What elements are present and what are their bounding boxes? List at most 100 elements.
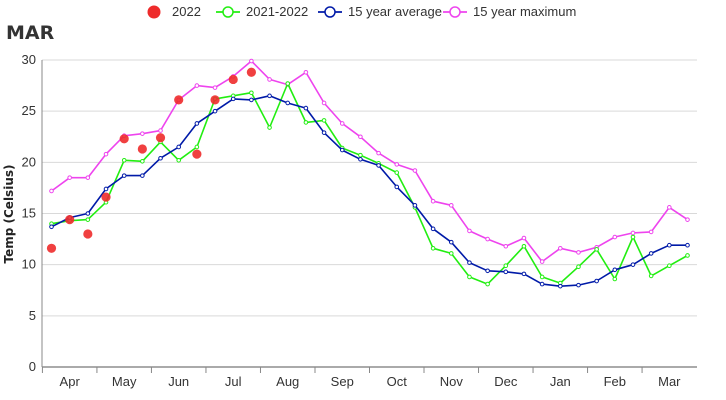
data-point — [194, 83, 200, 88]
data-point — [249, 97, 254, 103]
data-point — [394, 184, 400, 190]
data-point — [230, 96, 236, 102]
y-tick-label: 25 — [22, 103, 36, 118]
data-point — [521, 235, 527, 241]
x-tick-label: Jul — [225, 374, 242, 389]
data-point — [685, 242, 690, 248]
data-point — [83, 229, 93, 239]
y-tick-label: 30 — [22, 52, 36, 67]
x-tick-label: Mar — [658, 374, 681, 389]
legend-label: 2021-2022 — [246, 4, 308, 19]
data-point — [521, 243, 527, 249]
data-point — [85, 175, 91, 180]
data-point — [648, 229, 654, 235]
data-point — [321, 130, 327, 135]
data-point — [174, 95, 184, 105]
y-tick-label: 5 — [29, 308, 36, 323]
data-point — [285, 81, 291, 86]
series-line — [51, 60, 688, 263]
data-point — [321, 118, 327, 123]
x-tick-label: Aug — [276, 374, 299, 389]
data-point — [103, 186, 109, 192]
data-point — [339, 147, 345, 153]
gridlines — [42, 59, 697, 368]
data-point — [103, 151, 109, 157]
data-point — [667, 242, 672, 248]
data-point — [430, 226, 436, 232]
data-point — [485, 236, 490, 242]
data-point — [467, 260, 472, 265]
data-point — [321, 100, 327, 106]
data-point — [503, 269, 509, 275]
data-point — [539, 274, 545, 280]
legend-label: 2022 — [172, 4, 201, 19]
data-point — [667, 205, 672, 210]
data-point — [121, 173, 127, 178]
data-point — [630, 230, 636, 236]
data-point — [176, 144, 181, 150]
data-point — [49, 224, 54, 230]
series-line — [51, 82, 688, 285]
legend: 2022 2021-2022 15 year average 15 year maxi… — [147, 4, 576, 19]
data-point — [685, 217, 690, 222]
x-tick-label: Apr — [60, 374, 81, 389]
data-point — [430, 245, 436, 251]
legend-marker — [222, 6, 234, 18]
data-point — [303, 120, 309, 125]
data-point — [192, 149, 202, 159]
x-tick-label: Dec — [494, 374, 518, 389]
chart-title: MAR — [6, 22, 55, 44]
data-point — [85, 211, 91, 216]
data-point — [394, 170, 400, 175]
data-point — [467, 228, 472, 234]
data-point — [65, 215, 75, 225]
data-point — [210, 95, 220, 105]
data-point — [140, 159, 145, 164]
data-point — [267, 125, 272, 130]
data-point — [648, 273, 654, 279]
data-point — [267, 93, 272, 99]
data-point — [194, 144, 200, 150]
y-axis-title: Temp (Celsius) — [2, 165, 16, 264]
data-point — [394, 162, 400, 167]
data-point — [140, 173, 145, 178]
data-point — [303, 105, 309, 111]
data-point — [303, 69, 309, 75]
data-point — [685, 253, 690, 258]
legend-label: 15 year maximum — [473, 4, 576, 19]
data-point — [212, 108, 218, 114]
data-point — [46, 243, 57, 253]
data-point — [503, 243, 509, 249]
data-point — [339, 121, 345, 126]
data-point — [630, 262, 636, 267]
data-point — [376, 150, 381, 156]
data-point — [648, 251, 654, 256]
series-2022 — [46, 67, 256, 253]
y-tick-label: 10 — [22, 257, 36, 272]
x-tick-label: Feb — [604, 374, 626, 389]
x-tick-label: Oct — [387, 374, 408, 389]
data-point — [194, 121, 200, 126]
data-point — [121, 157, 127, 163]
data-point — [430, 198, 436, 204]
legend-marker — [147, 5, 161, 19]
data-point — [246, 67, 256, 77]
data-point — [485, 268, 490, 274]
data-point — [267, 77, 272, 82]
x-axis: Apr May Jun Jul Aug Sep Oct Nov Dec Jan Feb Mar — [41, 367, 681, 389]
legend-item: 2022 — [147, 4, 201, 19]
data-point — [630, 234, 636, 240]
legend-item: 15 year maximum — [443, 4, 576, 19]
data-point — [358, 152, 363, 158]
data-point — [594, 247, 599, 252]
data-point — [576, 282, 581, 288]
legend-marker — [449, 6, 461, 18]
x-tick-label: Jun — [168, 374, 189, 389]
data-point — [539, 259, 545, 264]
data-point — [448, 203, 454, 208]
data-point — [212, 85, 218, 90]
data-point — [101, 192, 111, 202]
data-point — [558, 245, 563, 251]
series-15-year-average — [49, 93, 690, 289]
